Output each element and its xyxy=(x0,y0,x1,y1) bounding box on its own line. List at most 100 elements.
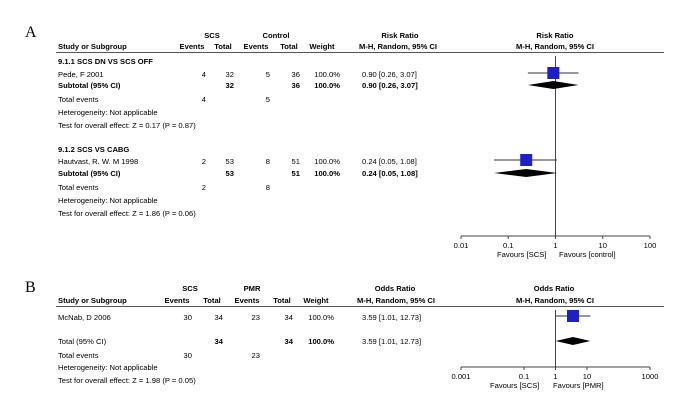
favours-left-b: Favours [SCS] xyxy=(490,381,540,390)
study-pede-n2: 36 xyxy=(291,70,300,79)
group-header-scs-b: SCS xyxy=(182,284,198,293)
x-tick-label-a-2: 1 xyxy=(553,241,557,250)
total-events-2-e2: 8 xyxy=(265,183,270,192)
col-total-1-b: Total xyxy=(203,296,221,305)
subtotal-1-ci: 0.90 [0.26, 3.07] xyxy=(362,81,418,90)
col-events-2: Events xyxy=(243,42,269,51)
panel-label-b: B xyxy=(25,279,36,296)
total-events-2-e1: 2 xyxy=(201,183,206,192)
hautvast-estimate-marker xyxy=(520,154,533,166)
study-mcnab-weight: 100.0% xyxy=(308,313,334,322)
total-events-1-e1: 4 xyxy=(201,95,206,104)
subtotal-1-label: Subtotal (95% CI) xyxy=(58,81,121,90)
study-mcnab-e1: 30 xyxy=(183,313,192,322)
col-weight-b: Weight xyxy=(303,296,329,305)
subtotal-1-weight: 100.0% xyxy=(314,81,340,90)
col-total-2: Total xyxy=(280,42,298,51)
subtotal-1-diamond xyxy=(527,81,579,89)
subtotal-2-weight: 100.0% xyxy=(314,169,340,178)
x-tick-label-b-3: 10 xyxy=(583,372,591,381)
study-mcnab-e2: 23 xyxy=(251,313,260,322)
col-plot-ci: M-H, Random, 95% CI xyxy=(515,42,595,51)
subtotal-2-ci: 0.24 [0.05, 1.08] xyxy=(362,169,418,178)
mcnab-estimate-marker xyxy=(566,310,579,322)
study-hautvast: Hautvast, R. W. M 1998 xyxy=(58,157,139,166)
group-header-pmr: PMR xyxy=(243,284,261,293)
subtotal-2-n2: 51 xyxy=(291,169,300,178)
pede-estimate-marker xyxy=(547,67,560,79)
study-pede-n1: 32 xyxy=(225,70,234,79)
x-tick-label-a-3: 10 xyxy=(599,241,607,250)
effect-header-b: Odds Ratio xyxy=(374,284,416,293)
overall-effect-b: Test for overall effect: Z = 1.98 (P = 0… xyxy=(58,376,196,385)
total-events-2-label: Total events xyxy=(58,183,99,192)
heterogeneity-1: Heterogeneity: Not applicable xyxy=(58,108,158,117)
total-b-label: Total (95% CI) xyxy=(58,337,107,346)
col-total-1: Total xyxy=(214,42,232,51)
group-header-control: Control xyxy=(262,31,290,40)
col-plot-ci-b: M-H, Random, 95% CI xyxy=(515,296,595,305)
col-weight: Weight xyxy=(309,42,335,51)
study-hautvast-e2: 8 xyxy=(265,157,270,166)
heterogeneity-b: Heterogeneity: Not applicable xyxy=(58,363,158,372)
study-pede-weight: 100.0% xyxy=(314,70,340,79)
subtotal-2-label: Subtotal (95% CI) xyxy=(58,169,121,178)
plot-header-b: Odds Ratio xyxy=(533,284,575,293)
study-hautvast-ci: 0.24 [0.05, 1.08] xyxy=(362,157,417,166)
heterogeneity-2: Heterogeneity: Not applicable xyxy=(58,196,158,205)
study-pede-e2: 5 xyxy=(265,70,270,79)
plot-header: Risk Ratio xyxy=(536,31,574,40)
study-mcnab-n2: 34 xyxy=(284,313,293,322)
study-pede-ci: 0.90 [0.26, 3.07] xyxy=(362,70,417,79)
study-pede-e1: 4 xyxy=(201,70,206,79)
total-b-n2: 34 xyxy=(284,337,293,346)
col-study-b: Study or Subgroup xyxy=(58,296,127,305)
col-events-2-b: Events xyxy=(234,296,260,305)
study-hautvast-weight: 100.0% xyxy=(314,157,340,166)
favours-left-a: Favours [SCS] xyxy=(497,250,547,259)
study-hautvast-n1: 53 xyxy=(225,157,234,166)
subgroup-1-title: 9.1.1 SCS DN VS SCS OFF xyxy=(58,57,153,66)
col-study: Study or Subgroup xyxy=(58,42,127,51)
col-total-2-b: Total xyxy=(273,296,291,305)
favours-right-a: Favours [control] xyxy=(559,250,616,259)
col-events-1: Events xyxy=(179,42,205,51)
col-events-1-b: Events xyxy=(164,296,190,305)
study-hautvast-n2: 51 xyxy=(291,157,300,166)
x-tick-label-b-0: 0.001 xyxy=(451,372,470,381)
study-mcnab: McNab, D 2006 xyxy=(58,313,111,322)
subgroup-2-title: 9.1.2 SCS VS CABG xyxy=(58,145,130,154)
total-events-b-e1: 30 xyxy=(183,351,192,360)
x-tick-label-a-1: 0.1 xyxy=(503,241,514,250)
total-b-diamond xyxy=(555,337,591,345)
total-events-b-label: Total events xyxy=(58,351,99,360)
total-b-weight: 100.0% xyxy=(308,337,334,346)
panel-label-a: A xyxy=(25,24,37,41)
favours-right-b: Favours [PMR] xyxy=(553,381,604,390)
total-b-n1: 34 xyxy=(214,337,223,346)
study-mcnab-ci: 3.59 [1.01, 12.73] xyxy=(362,313,422,322)
subtotal-1-n1: 32 xyxy=(225,81,234,90)
x-tick-label-a-4: 100 xyxy=(644,241,657,250)
study-hautvast-e1: 2 xyxy=(201,157,206,166)
subtotal-2-diamond xyxy=(494,169,558,177)
study-pede: Pede, F 2001 xyxy=(58,70,104,79)
overall-effect-2: Test for overall effect: Z = 1.86 (P = 0… xyxy=(58,209,196,218)
header-rule-b xyxy=(56,306,664,307)
x-tick-label-b-4: 1000 xyxy=(642,372,659,381)
effect-header: Risk Ratio xyxy=(381,31,419,40)
col-ci-b: M-H, Random, 95% CI xyxy=(356,296,436,305)
col-ci: M-H, Random, 95% CI xyxy=(358,42,438,51)
total-events-b-e2: 23 xyxy=(251,351,260,360)
subtotal-1-n2: 36 xyxy=(291,81,300,90)
study-mcnab-n1: 34 xyxy=(214,313,223,322)
total-b-ci: 3.59 [1.01, 12.73] xyxy=(362,337,422,346)
x-tick-label-b-1: 0.1 xyxy=(519,372,530,381)
overall-effect-1: Test for overall effect: Z = 0.17 (P = 0… xyxy=(58,121,196,130)
subtotal-2-n1: 53 xyxy=(225,169,234,178)
x-tick-label-a-0: 0.01 xyxy=(454,241,469,250)
total-events-1-e2: 5 xyxy=(265,95,270,104)
x-tick-label-b-2: 1 xyxy=(553,372,557,381)
total-events-1-label: Total events xyxy=(58,95,99,104)
